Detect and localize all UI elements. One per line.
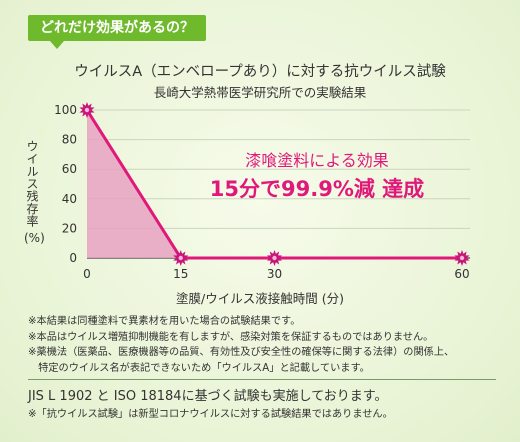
y-tick-label: 100 <box>54 103 77 117</box>
annotation-line2: 15分で99.9%減 達成 <box>209 177 425 201</box>
data-point-center <box>459 255 465 261</box>
chart-title: ウイルスA（エンベロープあり）に対する抗ウイルス試験 <box>74 64 446 80</box>
x-tick-label: 60 <box>454 267 469 281</box>
y-tick-labels: 100 80 60 40 20 0 <box>54 103 77 265</box>
y-tick-label: 80 <box>62 133 77 147</box>
note-item: ※薬機法（医薬品、医療機器等の品質、有効性及び安全性の確保等に関する法律）の関係… <box>28 347 455 358</box>
chart-annotation: 漆喰塗料による効果 15分で99.9%減 達成 <box>182 147 452 203</box>
y-tick-label: 20 <box>62 221 77 235</box>
y-tick-label: 0 <box>69 251 77 265</box>
y-axis-label: ウイルス残存率 <box>25 140 39 228</box>
data-point-center <box>178 255 183 261</box>
series-line <box>85 109 462 260</box>
note-item: ※本品はウイルス増殖抑制機能を有しますが、感染対策を保証するものではありません。 <box>28 331 434 343</box>
data-point-center <box>84 107 90 113</box>
divider <box>28 379 496 380</box>
annotation-line1: 漆喰塗料による効果 <box>245 151 389 170</box>
note-item: 特定のウイルス名が表記できないため「ウイルスA」と記載しています。 <box>28 362 370 374</box>
y-tick-label: 60 <box>62 162 77 176</box>
section-badge: どれだけ効果があるの？ <box>28 15 206 49</box>
note-item: ※本結果は同種塗料で異素材を用いた場合の試験結果です。 <box>28 316 301 327</box>
x-tick-label: 30 <box>267 267 282 281</box>
chart-svg: 100 80 60 40 20 0 0 15 30 60 <box>54 102 470 281</box>
x-tick-label: 0 <box>83 267 91 281</box>
footer-note: ※「抗ウイルス試験」は新型コロナウイルスに対する試験結果ではありません。 <box>28 409 393 420</box>
x-tick-labels: 0 15 30 60 <box>83 267 469 281</box>
x-tick-label: 15 <box>173 267 188 281</box>
y-tick-label: 40 <box>62 192 77 206</box>
y-axis-unit: (%) <box>24 231 45 245</box>
data-point-center <box>272 255 277 261</box>
chart-line <box>85 109 462 260</box>
notes-list: ※本結果は同種塗料で異素材を用いた場合の試験結果です。 ※本品はウイルス増殖抑制… <box>28 314 508 376</box>
x-axis-label: 塗膜/ウイルス液接触時間 (分) <box>176 291 344 306</box>
chart-markers <box>79 102 470 266</box>
jis-statement: JIS L 1902 と ISO 18184に基づく試験も実施しております。 <box>28 389 388 404</box>
chart-subtitle: 長崎大学熱帯医学研究所での実験結果 <box>153 85 367 100</box>
